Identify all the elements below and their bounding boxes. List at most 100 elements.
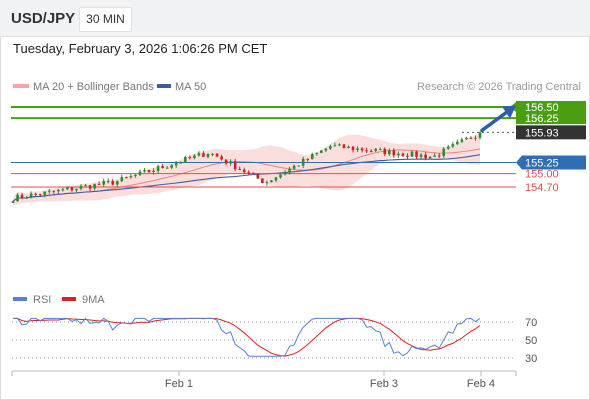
candle-body [242,169,246,173]
candle-body [365,150,368,152]
candle-body [70,187,74,191]
candle-body [406,155,409,157]
price-levels [11,106,516,188]
candle-body [57,189,60,192]
candle-body [75,188,78,191]
candle-body [211,153,214,155]
candle-body [152,170,155,173]
candle-body [193,155,196,159]
candle-body [338,144,341,146]
rsi-legend-label: RSI [33,294,51,306]
candle-body [324,148,328,151]
rsi-tick-70: 70 [525,317,537,329]
candle-body [270,180,273,183]
level-label-154-70: 154.70 [525,182,559,194]
bollinger-band-area [13,132,480,206]
candle-body [465,137,468,140]
candle-body [410,151,414,157]
target-label-156-50: 156.50 [525,102,559,114]
candle-body [451,144,455,147]
candle-body [283,172,287,175]
bollinger-legend-label: MA 20 + Bollinger Bands [33,81,154,93]
candle-body [424,154,427,159]
candle-body [347,146,350,149]
arrow-head [502,105,516,119]
candle-body [138,171,142,176]
ma50-legend-label: MA 50 [175,81,206,93]
chart-datetime: Tuesday, February 3, 2026 1:06:26 PM CET [13,41,268,56]
candle-body [320,150,323,153]
candle-body [120,177,124,182]
candle-body [360,148,364,151]
candle-body [392,150,396,156]
candle-body [351,146,355,150]
candle-body [206,154,210,157]
rsi-tick-50: 50 [525,335,537,347]
x-axis: Feb 1 Feb 3 Feb 4 [11,371,517,390]
candle-body [29,193,33,198]
candle-body [456,141,459,145]
x-tick-label: Feb 4 [467,378,495,390]
candle-body [469,137,473,139]
candle-body [279,174,282,178]
candles [11,131,482,204]
candle-body [111,180,115,185]
candle-body [174,163,178,166]
candle-body [215,153,219,157]
level-tag-last [516,125,586,140]
target-zone-tag [516,107,586,119]
level-label-pivot: 155.25 [525,158,559,170]
candle-body [233,161,237,170]
candle-body [170,165,173,168]
candle-body [310,154,314,160]
timeframe-button[interactable]: 30 MIN [79,7,132,32]
candle-body [38,194,42,196]
candle-body [106,180,110,182]
symbol-title: USD/JPY [11,10,76,27]
candle-body [25,197,28,199]
candle-body [220,156,223,160]
candle-body [288,168,291,173]
candle-body [179,162,183,164]
candle-body [202,153,205,157]
ma50-legend-swatch [157,84,171,88]
candle-body [238,169,241,171]
target-label-156-25: 156.25 [525,113,559,125]
candle-body [79,185,83,189]
candle-body [11,201,15,203]
candle-body [329,146,332,149]
candle-body [442,148,446,156]
candle-body [43,191,47,195]
candle-body [356,148,359,150]
candle-body [143,170,146,172]
candle-body [333,145,337,147]
ma50-line [12,154,481,202]
rsi-tick-30: 30 [525,353,537,365]
candle-body [256,173,260,179]
x-tick-label: Feb 1 [165,378,193,390]
candle-body [252,172,255,174]
candle-body [102,180,105,185]
candle-body [397,153,400,156]
candle-body [20,194,24,198]
candle-body [342,144,346,149]
projection-arrow [480,105,516,133]
candle-body [183,157,187,163]
rsi-line [13,317,481,357]
candle-body [306,158,310,160]
candle-body [369,150,373,152]
candle-body [93,183,96,189]
candle-body [161,166,164,168]
candle-body [61,189,65,191]
candle-body [129,176,133,178]
candle-body [428,156,432,159]
level-label-last: 155.93 [525,127,559,139]
candle-body [188,157,192,159]
candle-body [419,154,423,157]
candle-body [134,175,137,177]
candle-body [388,150,391,155]
candle-body [265,182,269,184]
candle-body [165,167,169,169]
candle-body [292,165,296,169]
